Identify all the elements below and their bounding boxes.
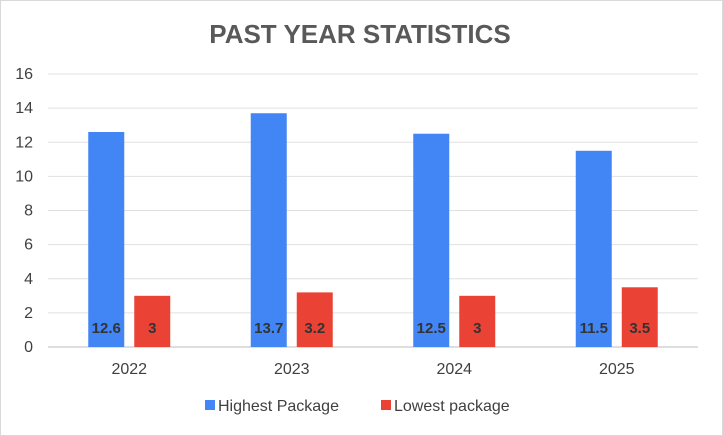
- x-tick-label: 2023: [274, 361, 310, 378]
- x-tick-label: 2022: [111, 361, 147, 378]
- bar-lowest-2024: [459, 295, 496, 347]
- data-label: 3: [148, 320, 156, 337]
- y-tick-label: 12: [15, 134, 33, 151]
- y-tick-label: 0: [24, 339, 33, 356]
- bars: [88, 113, 658, 348]
- x-tick-label: 2025: [599, 361, 635, 378]
- y-tick-label: 6: [24, 237, 33, 254]
- legend-label-lowest: Lowest package: [394, 398, 510, 415]
- bar-highest-2022: [88, 132, 125, 347]
- legend: Highest Package Lowest package: [205, 398, 510, 415]
- data-label: 12.6: [92, 320, 121, 337]
- bar-highest-2025: [575, 150, 612, 347]
- legend-swatch-highest: [205, 400, 215, 410]
- bar-highest-2024: [413, 133, 450, 347]
- bar-highest-2023: [250, 113, 287, 348]
- bar-lowest-2025: [621, 287, 658, 347]
- data-labels: 12.6 3 13.7 3.2 12.5 3 11.5 3.5: [92, 320, 651, 337]
- data-label: 3: [473, 320, 481, 337]
- y-tick-label: 14: [15, 100, 33, 117]
- bar-lowest-2023: [296, 292, 333, 347]
- y-tick-label: 2: [24, 305, 33, 322]
- y-tick-label: 10: [15, 168, 33, 185]
- y-axis: 0 2 4 6 8 10 12 14 16: [15, 66, 33, 356]
- y-tick-label: 4: [24, 271, 33, 288]
- x-axis: 2022 2023 2024 2025: [111, 361, 634, 378]
- data-label: 12.5: [417, 320, 446, 337]
- data-label: 3.5: [629, 320, 650, 337]
- data-label: 13.7: [254, 320, 283, 337]
- data-label: 3.2: [304, 320, 325, 337]
- data-label: 11.5: [580, 320, 608, 337]
- x-tick-label: 2024: [436, 361, 472, 378]
- chart-title: PAST YEAR STATISTICS: [209, 19, 510, 49]
- bar-lowest-2022: [134, 295, 171, 347]
- y-tick-label: 16: [15, 66, 33, 83]
- legend-swatch-lowest: [381, 400, 391, 410]
- y-tick-label: 8: [24, 203, 33, 220]
- legend-label-highest: Highest Package: [218, 398, 339, 415]
